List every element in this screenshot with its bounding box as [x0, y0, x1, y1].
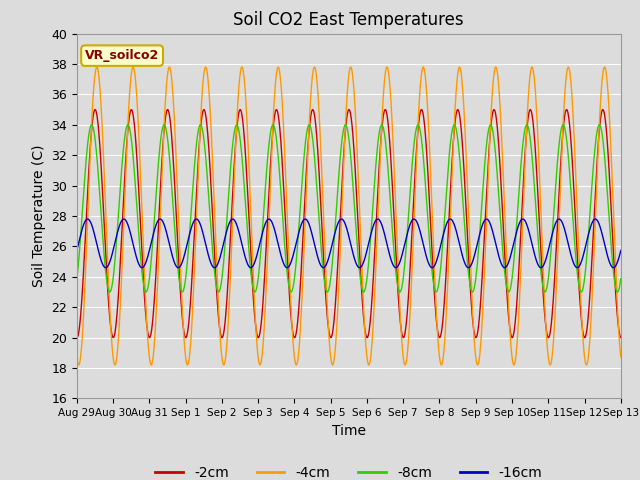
Title: Soil CO2 East Temperatures: Soil CO2 East Temperatures — [234, 11, 464, 29]
Y-axis label: Soil Temperature (C): Soil Temperature (C) — [31, 145, 45, 287]
X-axis label: Time: Time — [332, 424, 366, 438]
Text: VR_soilco2: VR_soilco2 — [85, 49, 159, 62]
Legend: -2cm, -4cm, -8cm, -16cm: -2cm, -4cm, -8cm, -16cm — [150, 460, 548, 480]
